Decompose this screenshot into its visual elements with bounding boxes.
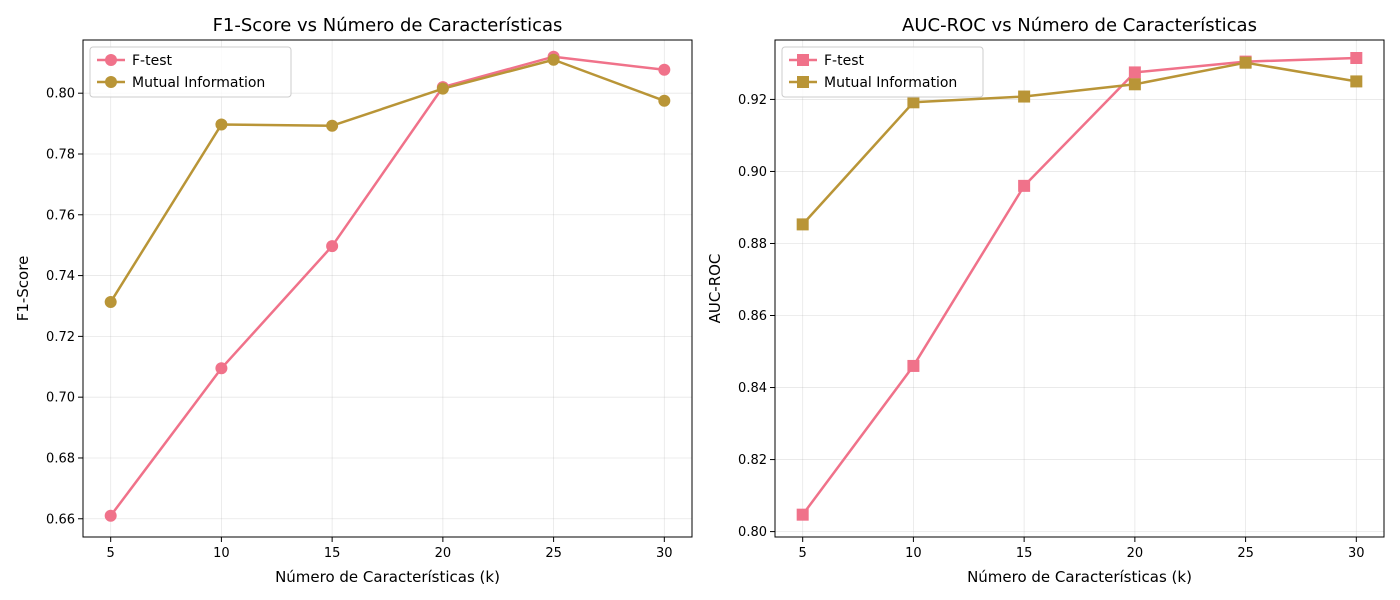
y-axis-label: F1-Score	[14, 256, 32, 322]
x-tick-label: 20	[435, 546, 452, 561]
x-tick-label: 25	[1237, 546, 1254, 561]
data-point-mutual-information	[1018, 90, 1031, 103]
x-tick-label: 10	[905, 546, 922, 561]
y-tick-label: 0.80	[738, 525, 767, 540]
y-tick-label: 0.76	[46, 208, 75, 223]
legend-label-mutual-information: Mutual Information	[132, 75, 265, 91]
data-point-f-test	[215, 362, 228, 375]
data-point-f-test	[1128, 66, 1141, 79]
y-tick-label: 0.84	[738, 381, 767, 396]
y-tick-label: 0.88	[738, 237, 767, 252]
x-tick-label: 5	[107, 546, 115, 561]
y-tick-label: 0.74	[46, 269, 75, 284]
x-tick-label: 30	[656, 546, 673, 561]
x-axis-label: Número de Características (k)	[967, 568, 1192, 586]
legend-box	[89, 46, 292, 98]
x-tick-label: 30	[1348, 546, 1365, 561]
x-tick-label: 15	[1016, 546, 1033, 561]
y-tick-label: 0.72	[46, 330, 75, 345]
data-point-f-test	[326, 240, 339, 253]
y-tick-label: 0.66	[46, 512, 75, 527]
series-line-f-test	[109, 55, 666, 517]
y-tick-label: 0.90	[738, 165, 767, 180]
x-tick-label: 10	[213, 546, 230, 561]
legend-marker-mutual-information	[797, 76, 809, 88]
data-point-f-test	[1018, 179, 1031, 192]
data-point-f-test	[658, 63, 671, 76]
chart-title: F1-Score vs Número de Características	[213, 15, 563, 36]
series-line-f-test	[801, 56, 1358, 516]
legend: F-test Mutual Information	[89, 46, 292, 98]
data-point-mutual-information	[796, 218, 809, 231]
y-tick-label: 0.68	[46, 451, 75, 466]
x-tick-label: 15	[324, 546, 341, 561]
legend-label-f-test: F-test	[824, 53, 865, 69]
y-tick-label: 0.80	[46, 87, 75, 102]
legend-marker-f-test	[797, 54, 809, 66]
y-tick-label: 0.86	[738, 309, 767, 324]
data-point-f-test	[104, 509, 117, 522]
series-line-mutual-information	[109, 58, 666, 304]
f1-score-chart: 5 10 15 20 25 30 0.66 0.68 0.70 0.72 0.74 0.76 0.78 0…	[14, 15, 693, 586]
legend-label-mutual-information: Mutual Information	[824, 75, 957, 91]
x-axis-label: Número de Características (k)	[275, 568, 500, 586]
data-point-mutual-information	[326, 119, 339, 132]
data-point-mutual-information	[436, 82, 449, 95]
legend-label-f-test: F-test	[132, 53, 173, 69]
data-point-mutual-information	[1239, 56, 1252, 69]
data-point-f-test	[907, 359, 920, 372]
x-tick-label: 20	[1127, 546, 1144, 561]
x-tick-label: 5	[799, 546, 807, 561]
legend: F-test Mutual Information	[781, 46, 984, 98]
plot-frame	[82, 39, 693, 538]
data-point-f-test	[1350, 52, 1363, 65]
data-point-mutual-information	[547, 53, 560, 66]
data-point-mutual-information	[907, 96, 920, 109]
y-axis-label: AUC-ROC	[706, 254, 724, 324]
data-point-mutual-information	[104, 296, 117, 309]
data-point-mutual-information	[1350, 75, 1363, 88]
series-line-mutual-information	[801, 61, 1358, 226]
chart-title: AUC-ROC vs Número de Características	[902, 15, 1257, 36]
y-tick-label: 0.82	[738, 453, 767, 468]
data-point-mutual-information	[658, 94, 671, 107]
auc-roc-chart: 5 10 15 20 25 30 0.80 0.82 0.84 0.86 0.88 0.90 0.92 A…	[706, 15, 1385, 586]
plot-frame	[774, 39, 1385, 538]
legend-box	[781, 46, 984, 98]
data-point-f-test	[796, 508, 809, 521]
data-point-mutual-information	[1128, 78, 1141, 91]
y-tick-label: 0.92	[738, 93, 767, 108]
legend-marker-f-test	[105, 54, 117, 66]
y-tick-label: 0.78	[46, 147, 75, 162]
data-point-mutual-information	[215, 118, 228, 131]
y-tick-label: 0.70	[46, 391, 75, 406]
legend-marker-mutual-information	[105, 76, 117, 88]
x-tick-label: 25	[545, 546, 562, 561]
